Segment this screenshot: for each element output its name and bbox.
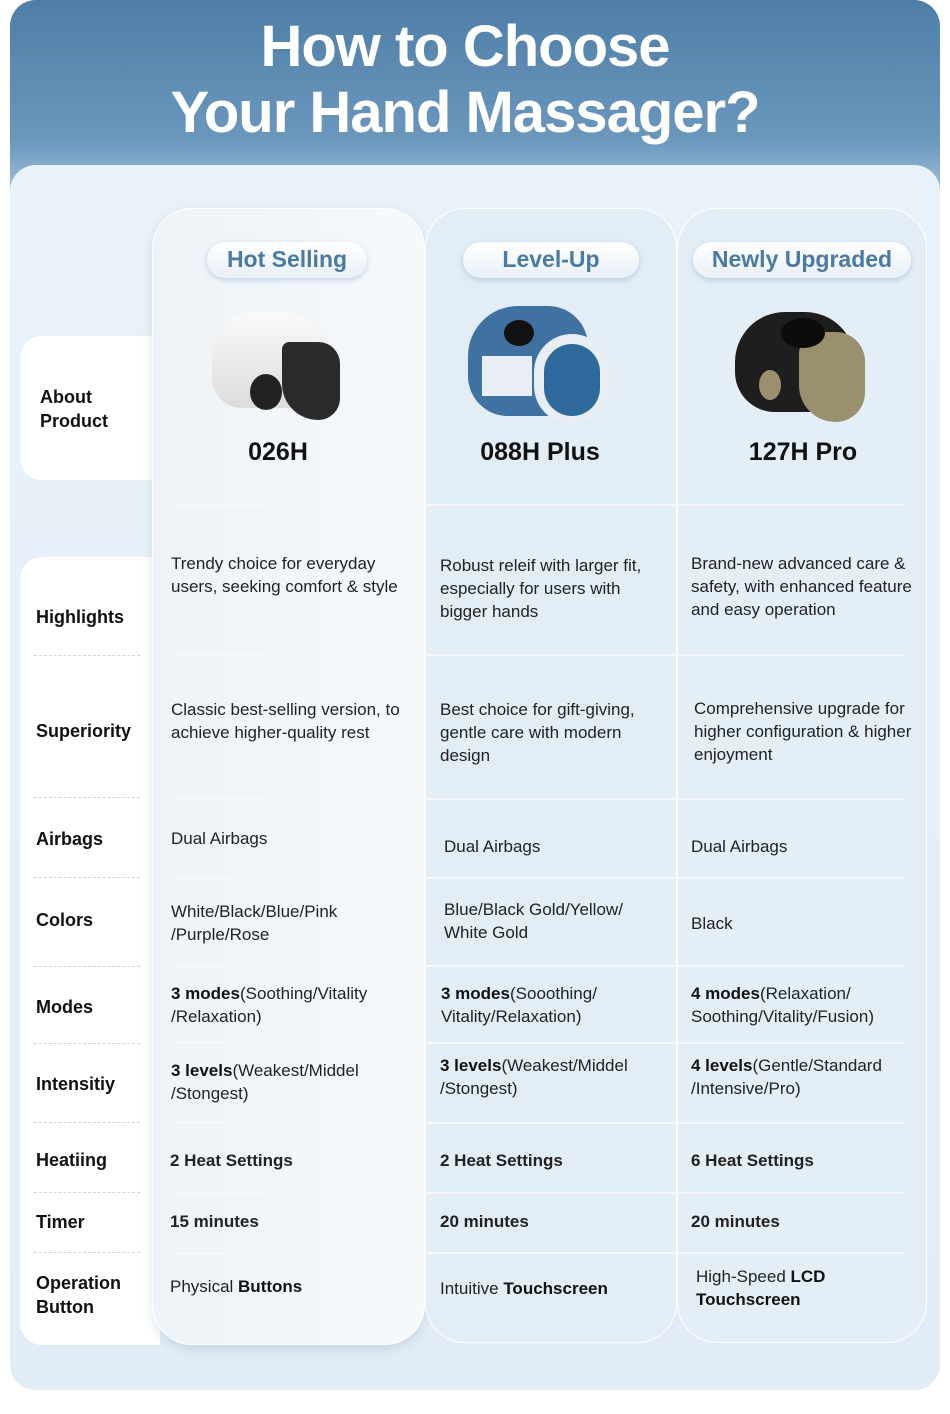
- operation-text: High-Speed: [696, 1267, 791, 1286]
- cell-airbags-026h: Dual Airbags: [171, 829, 268, 848]
- divider: [175, 1192, 905, 1194]
- operation-text: Physical: [170, 1277, 239, 1296]
- model-026h: 026H: [248, 438, 308, 466]
- badge-hot-selling: Hot Selling: [207, 242, 367, 278]
- cell-timer-127h: 20 minutes: [691, 1212, 780, 1231]
- levels-count: 3 levels: [171, 1061, 233, 1080]
- cell-operation-088h: Intuitive Touchscreen: [440, 1277, 608, 1300]
- cell-intensity-088h: 3 levels(Weakest/Middel /Stongest): [440, 1054, 665, 1100]
- modes-list: (Sooothing/ Vitality/Relaxation): [441, 984, 597, 1026]
- product-image-127h-pro: [735, 312, 865, 422]
- cell-modes-088h: 3 modes(Sooothing/ Vitality/Relaxation): [441, 982, 631, 1028]
- operation-bold: Touchscreen: [503, 1279, 608, 1298]
- levels-count: 3 levels: [440, 1056, 502, 1075]
- cell-superiority-026h: Classic best-selling version, to achieve…: [171, 700, 400, 742]
- cell-colors-088h: Blue/Black Gold/Yellow/ White Gold: [444, 900, 623, 942]
- levels-list: (Gentle/Standard /Intensive/Pro): [691, 1056, 882, 1098]
- operation-text: Intuitive: [440, 1279, 504, 1298]
- modes-list: (Relaxation/ Soothing/Vitality/Fusion): [691, 984, 875, 1026]
- divider: [175, 1122, 905, 1124]
- divider: [34, 966, 140, 967]
- label-colors: Colors: [36, 910, 94, 930]
- cell-highlights-088h: Robust releif with larger fit, especiall…: [440, 556, 642, 621]
- divider: [175, 654, 905, 656]
- divider: [34, 1252, 140, 1253]
- divider: [175, 504, 905, 506]
- cell-highlights-127h: Brand-new advanced care & safety, with e…: [691, 554, 912, 619]
- cell-modes-026h: 3 modes(Soothing/Vitality /Relaxation): [171, 982, 401, 1028]
- divider: [34, 1043, 140, 1044]
- modes-count: 3 modes: [441, 984, 510, 1003]
- cell-operation-026h: Physical Buttons: [170, 1275, 302, 1298]
- levels-list: (Weakest/Middel /Stongest): [440, 1056, 628, 1098]
- label-modes: Modes: [36, 997, 94, 1017]
- product-image-026h: [212, 312, 340, 420]
- model-127h-pro: 127H Pro: [748, 438, 858, 466]
- cell-superiority-088h: Best choice for gift-giving, gentle care…: [440, 700, 635, 765]
- label-intensity: Intensitiy: [36, 1074, 116, 1094]
- product-image-088h-plus: [468, 306, 610, 424]
- divider: [175, 1042, 905, 1044]
- cell-heating-088h: 2 Heat Settings: [440, 1151, 563, 1170]
- label-about-product: About Product: [40, 387, 109, 431]
- cell-airbags-127h: Dual Airbags: [691, 837, 788, 856]
- label-heating: Heatiing: [36, 1150, 108, 1170]
- cell-highlights-026h: Trendy choice for everyday users, seekin…: [171, 554, 398, 596]
- cell-intensity-127h: 4 levels(Gentle/Standard /Intensive/Pro): [691, 1054, 916, 1100]
- divider: [175, 1252, 905, 1254]
- label-highlights: Highlights: [36, 607, 124, 627]
- levels-count: 4 levels: [691, 1056, 753, 1075]
- title-line-1: How to Choose: [260, 14, 670, 79]
- cell-superiority-127h: Comprehensive upgrade for higher configu…: [694, 699, 912, 764]
- badge-level-up: Level-Up: [463, 242, 639, 278]
- divider: [34, 1192, 140, 1193]
- label-superiority: Superiority: [36, 721, 132, 741]
- cell-intensity-026h: 3 levels(Weakest/Middel /Stongest): [171, 1059, 396, 1105]
- model-088h-plus: 088H Plus: [480, 438, 600, 466]
- cell-timer-088h: 20 minutes: [440, 1212, 529, 1231]
- page-title: How to Choose Your Hand Massager?: [0, 14, 930, 146]
- about-label-box: [20, 336, 160, 480]
- cell-heating-127h: 6 Heat Settings: [691, 1151, 814, 1170]
- divider: [175, 965, 905, 967]
- operation-bold: LCD Touchscreen: [696, 1267, 826, 1309]
- label-timer: Timer: [36, 1212, 85, 1232]
- cell-timer-026h: 15 minutes: [170, 1212, 259, 1231]
- modes-count: 3 modes: [171, 984, 240, 1003]
- divider: [34, 877, 140, 878]
- cell-operation-127h: High-Speed LCD Touchscreen: [696, 1265, 856, 1311]
- label-operation-button: Operation Button: [36, 1273, 122, 1317]
- divider: [175, 877, 905, 879]
- modes-count: 4 modes: [691, 984, 760, 1003]
- cell-colors-026h: White/Black/Blue/Pink /Purple/Rose: [171, 902, 338, 944]
- cell-heating-026h: 2 Heat Settings: [170, 1151, 293, 1170]
- levels-list: (Weakest/Middel /Stongest): [171, 1061, 359, 1103]
- cell-airbags-088h: Dual Airbags: [444, 837, 541, 856]
- divider: [34, 655, 140, 656]
- cell-colors-127h: Black: [691, 914, 733, 933]
- label-airbags: Airbags: [36, 829, 104, 849]
- title-line-2: Your Hand Massager?: [170, 80, 760, 145]
- divider: [34, 1122, 140, 1123]
- cell-modes-127h: 4 modes(Relaxation/ Soothing/Vitality/Fu…: [691, 982, 916, 1028]
- operation-bold: Buttons: [238, 1277, 303, 1296]
- label-column: [20, 557, 160, 1345]
- divider: [175, 798, 905, 800]
- badge-newly-upgraded: Newly Upgraded: [693, 242, 911, 278]
- divider: [34, 797, 140, 798]
- modes-list: (Soothing/Vitality /Relaxation): [171, 984, 368, 1026]
